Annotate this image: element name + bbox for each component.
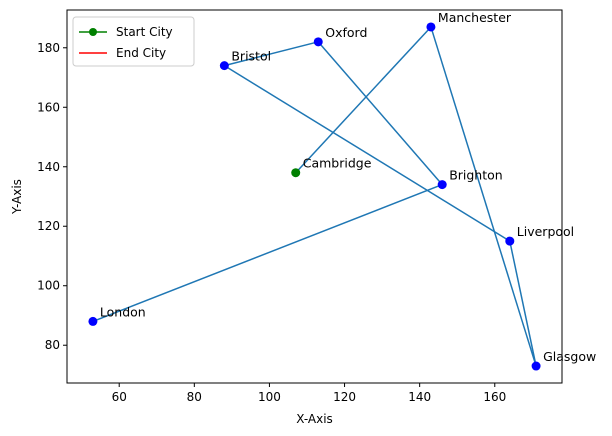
legend-end-label: End City bbox=[116, 46, 166, 60]
city-label: Glasgow bbox=[543, 349, 596, 364]
route-segment bbox=[224, 41, 319, 67]
y-tick-label: 180 bbox=[37, 41, 60, 55]
x-tick-label: 100 bbox=[258, 390, 281, 404]
legend: Start City End City bbox=[72, 16, 195, 67]
city-label: Manchester bbox=[438, 10, 512, 25]
y-tick-label: 120 bbox=[37, 219, 60, 233]
y-tick-label: 80 bbox=[45, 338, 60, 352]
city-marker bbox=[313, 37, 323, 47]
city-labels: Cambridge Manchester Glasgow Liverpool Brist… bbox=[100, 10, 596, 364]
x-axis-label: X-Axis bbox=[296, 412, 333, 426]
city-label: London bbox=[100, 304, 146, 319]
city-marker bbox=[505, 236, 515, 246]
city-label: Bristol bbox=[231, 49, 271, 64]
city-marker bbox=[219, 61, 229, 71]
y-tick-label: 140 bbox=[37, 160, 60, 174]
city-marker bbox=[531, 361, 541, 371]
route-segment bbox=[509, 240, 537, 367]
x-ticks: 60 80 100 120 140 160 bbox=[112, 383, 506, 404]
route-segment bbox=[295, 26, 432, 174]
city-marker bbox=[437, 180, 447, 190]
city-marker bbox=[88, 316, 98, 326]
x-tick-label: 60 bbox=[112, 390, 127, 404]
start-city-marker bbox=[291, 168, 301, 178]
y-ticks: 80 100 120 140 160 180 bbox=[37, 41, 67, 352]
route-lines bbox=[92, 26, 537, 367]
city-label: Liverpool bbox=[517, 224, 574, 239]
route-segment bbox=[92, 183, 443, 323]
city-markers bbox=[88, 22, 541, 371]
route-segment bbox=[317, 41, 443, 186]
x-tick-label: 80 bbox=[187, 390, 202, 404]
y-tick-label: 100 bbox=[37, 279, 60, 293]
x-tick-label: 140 bbox=[408, 390, 431, 404]
legend-start-label: Start City bbox=[116, 25, 173, 39]
city-label: Brighton bbox=[449, 168, 503, 183]
route-segment bbox=[430, 26, 537, 367]
x-tick-label: 160 bbox=[483, 390, 506, 404]
y-tick-label: 160 bbox=[37, 100, 60, 114]
y-axis-label: Y-Axis bbox=[10, 179, 24, 215]
plot-frame bbox=[66, 9, 563, 384]
legend-start-swatch-marker bbox=[89, 28, 97, 36]
route-segment bbox=[223, 64, 511, 242]
city-label: Oxford bbox=[325, 25, 367, 40]
x-tick-label: 120 bbox=[333, 390, 356, 404]
city-label: Cambridge bbox=[303, 156, 372, 171]
city-marker bbox=[426, 22, 436, 32]
